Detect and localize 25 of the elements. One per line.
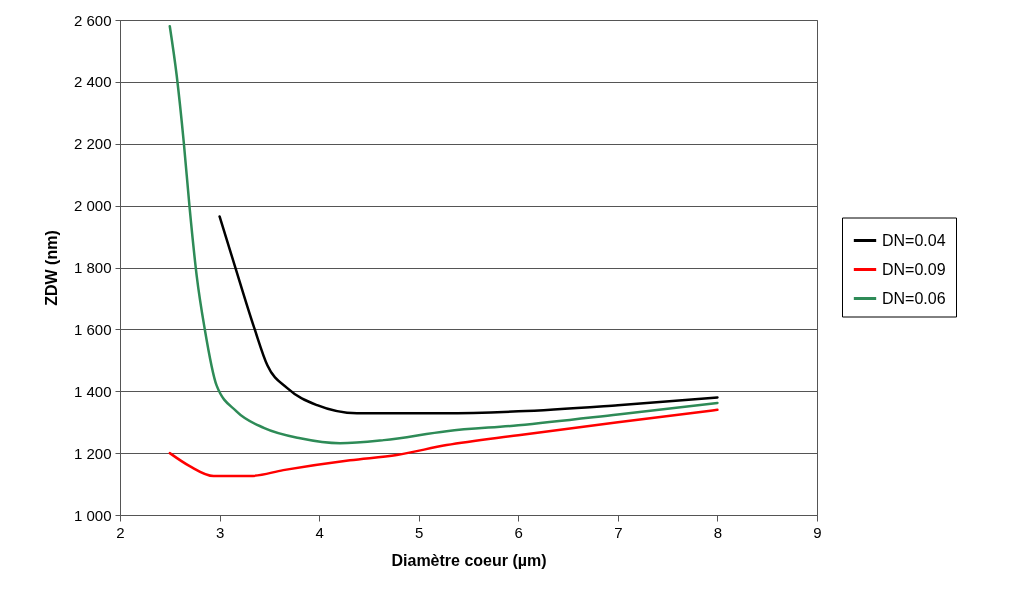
x-tick-label: 4 [315, 523, 324, 541]
line-series [218, 215, 719, 415]
x-tick-label: 7 [614, 523, 623, 541]
y-tick-label: 2 600 [73, 11, 112, 29]
y-tick-label: 1 200 [73, 444, 112, 462]
x-tick-label: 2 [116, 523, 125, 541]
x-tick-label: 5 [415, 523, 424, 541]
x-tick-label: 6 [514, 523, 523, 541]
line-series [168, 24, 719, 445]
y-tick-label: 2 400 [73, 73, 112, 91]
y-tick-label: 1 600 [73, 320, 112, 338]
x-axis-title: Diamètre coeur (µm) [391, 551, 547, 569]
legend-label: DN=0.09 [882, 260, 946, 278]
y-tick-label: 1 400 [73, 382, 112, 400]
legend-label: DN=0.06 [882, 289, 946, 307]
legend-label: DN=0.04 [882, 231, 946, 249]
y-tick-label: 2 200 [73, 135, 112, 153]
y-axis-title: ZDW (nm) [42, 230, 60, 306]
x-tick-label: 3 [215, 523, 225, 541]
y-tick-label: 1 800 [73, 259, 112, 276]
y-tick-label: 1 000 [73, 506, 112, 524]
x-tick-label: 9 [813, 523, 822, 541]
y-tick-label: 2 000 [73, 197, 112, 215]
x-tick-label: 8 [713, 523, 723, 541]
line-series [168, 408, 719, 478]
